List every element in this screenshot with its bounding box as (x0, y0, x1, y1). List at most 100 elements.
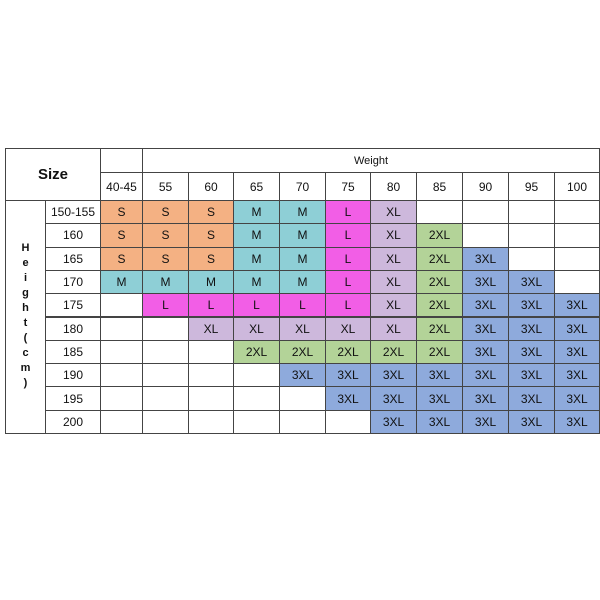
size-cell: M (279, 200, 326, 225)
size-cell: XL (325, 316, 371, 341)
size-cell (188, 339, 234, 365)
size-cell: L (325, 246, 371, 271)
size-cell: 3XL (462, 246, 509, 271)
size-cell (462, 223, 509, 248)
size-cell: 3XL (416, 409, 463, 434)
size-cell: 3XL (462, 339, 509, 365)
weight-header: 60 (188, 172, 234, 201)
size-cell: M (233, 200, 280, 225)
weight-header: 65 (233, 172, 280, 201)
weight-header: 85 (416, 172, 463, 201)
size-cell: 3XL (554, 409, 600, 434)
size-cell: 3XL (462, 386, 509, 411)
size-cell (188, 409, 234, 434)
size-cell: XL (370, 293, 417, 318)
size-cell: S (100, 200, 143, 225)
size-cell: 3XL (508, 293, 555, 318)
size-cell: XL (233, 316, 280, 341)
size-cell (142, 363, 189, 388)
weight-header: 75 (325, 172, 371, 201)
size-cell (100, 386, 143, 411)
size-cell: M (142, 269, 189, 295)
size-cell: 3XL (370, 363, 417, 388)
size-cell (142, 409, 189, 434)
size-cell (233, 409, 280, 434)
size-cell: 3XL (462, 293, 509, 318)
size-cell: 3XL (554, 316, 600, 341)
size-cell: L (325, 269, 371, 295)
size-cell: 2XL (416, 293, 463, 318)
weight-header: 90 (462, 172, 509, 201)
size-cell: 3XL (508, 339, 555, 365)
blank-cell (100, 148, 143, 173)
height-value: 170 (45, 269, 101, 295)
size-cell: S (188, 246, 234, 271)
weight-header: 100 (554, 172, 600, 201)
size-cell (279, 386, 326, 411)
size-cell (554, 269, 600, 295)
size-cell: 2XL (279, 339, 326, 365)
size-cell: M (279, 269, 326, 295)
height-value: 150-155 (45, 200, 101, 225)
size-cell: M (233, 223, 280, 248)
size-cell: S (100, 223, 143, 248)
weight-header: 95 (508, 172, 555, 201)
size-cell: S (142, 200, 189, 225)
size-cell: 3XL (370, 409, 417, 434)
size-cell (554, 246, 600, 271)
size-cell: 3XL (508, 269, 555, 295)
size-cell: 2XL (370, 339, 417, 365)
size-cell: 3XL (279, 363, 326, 388)
size-cell (416, 200, 463, 225)
size-cell: 3XL (554, 339, 600, 365)
weight-label: Weight (142, 148, 600, 173)
size-cell: L (142, 293, 189, 318)
weight-header: 80 (370, 172, 417, 201)
size-cell: L (325, 293, 371, 318)
size-cell: 2XL (416, 223, 463, 248)
size-cell: XL (370, 200, 417, 225)
size-cell (188, 363, 234, 388)
size-cell (325, 409, 371, 434)
size-cell: 3XL (325, 363, 371, 388)
weight-header: 40-45 (100, 172, 143, 201)
size-cell (142, 316, 189, 341)
size-cell: S (100, 246, 143, 271)
height-value: 160 (45, 223, 101, 248)
size-cell: 3XL (508, 386, 555, 411)
size-cell: 3XL (462, 269, 509, 295)
size-cell: XL (370, 316, 417, 341)
size-cell: 3XL (462, 363, 509, 388)
size-cell: 3XL (508, 363, 555, 388)
height-value: 190 (45, 363, 101, 388)
size-cell: 2XL (416, 246, 463, 271)
size-cell: S (142, 223, 189, 248)
size-cell: 3XL (462, 316, 509, 341)
size-cell (508, 246, 555, 271)
size-cell: 3XL (370, 386, 417, 411)
size-cell: 3XL (554, 386, 600, 411)
size-cell: XL (370, 269, 417, 295)
size-cell: 3XL (416, 386, 463, 411)
height-value: 165 (45, 246, 101, 271)
size-cell: L (325, 200, 371, 225)
size-cell: 3XL (508, 316, 555, 341)
size-cell: M (100, 269, 143, 295)
size-cell (462, 200, 509, 225)
size-cell: M (233, 269, 280, 295)
size-label: Size (5, 148, 101, 201)
size-cell (100, 293, 143, 318)
size-cell (142, 386, 189, 411)
size-cell: L (233, 293, 280, 318)
size-cell (554, 223, 600, 248)
weight-header: 55 (142, 172, 189, 201)
height-value: 175 (45, 293, 101, 318)
height-value: 200 (45, 409, 101, 434)
size-cell: 3XL (554, 363, 600, 388)
size-cell: M (279, 246, 326, 271)
size-cell (100, 409, 143, 434)
size-cell: 3XL (508, 409, 555, 434)
size-cell (508, 223, 555, 248)
size-cell: XL (188, 316, 234, 341)
